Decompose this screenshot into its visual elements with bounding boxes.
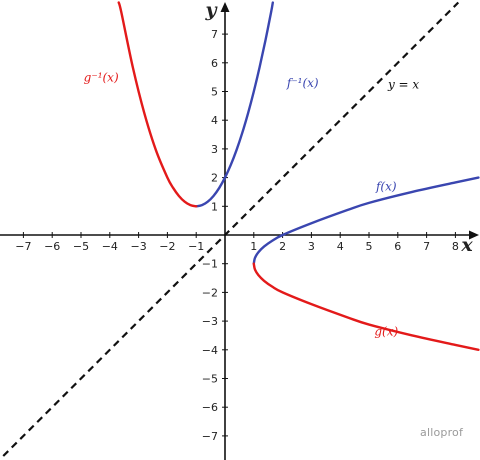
series-g-1-x-line — [117, 1, 198, 208]
x-tick-label: 4 — [337, 240, 344, 253]
x-tick-label: −5 — [73, 240, 89, 253]
x-tick-label: 5 — [366, 240, 373, 253]
series-g-1-x-label: g⁻¹(x) — [84, 70, 119, 84]
y-tick-label: −1 — [202, 258, 218, 271]
x-tick-label: −2 — [159, 240, 175, 253]
y-tick-label: −5 — [202, 373, 218, 386]
series-f-x-label: f(x) — [375, 180, 397, 194]
series-y-x-label: y = x — [387, 78, 419, 92]
y-tick-label: −3 — [202, 315, 218, 328]
series-f-x-line — [252, 176, 480, 265]
x-tick-label: −4 — [102, 240, 118, 253]
x-tick-label: 3 — [308, 240, 315, 253]
x-tick-label: −3 — [130, 240, 146, 253]
series-g-x-line — [252, 262, 480, 351]
x-tick-label: −7 — [15, 240, 31, 253]
y-tick-label: 3 — [211, 143, 218, 156]
series-f-1-x-line — [195, 1, 275, 208]
y-tick-label: −2 — [202, 286, 218, 299]
series-f-1-x-label: f⁻¹(x) — [286, 76, 319, 90]
y-tick-label: −6 — [202, 401, 218, 414]
x-tick-label: 7 — [423, 240, 430, 253]
y-axis-label: y — [204, 0, 218, 21]
x-axis-arrow — [469, 230, 479, 240]
y-tick-label: 7 — [211, 28, 218, 41]
x-tick-label: 8 — [452, 240, 459, 253]
x-tick-label: 6 — [394, 240, 401, 253]
y-tick-label: 5 — [211, 86, 218, 99]
x-axis-label: x — [460, 234, 473, 256]
y-tick-label: 2 — [211, 172, 218, 185]
alloprof-logo: alloprof — [420, 426, 464, 439]
series-y-x-line — [2, 1, 460, 457]
y-tick-label: 1 — [211, 200, 218, 213]
x-tick-label: 1 — [250, 240, 257, 253]
y-tick-label: −4 — [202, 344, 218, 357]
y-axis-arrow — [220, 2, 230, 12]
x-tick-label: −1 — [188, 240, 204, 253]
series-g-x-label: g(x) — [374, 324, 398, 338]
x-tick-label: −6 — [44, 240, 60, 253]
y-tick-label: 6 — [211, 57, 218, 70]
x-tick-label: 2 — [279, 240, 286, 253]
y-tick-label: 4 — [211, 114, 218, 127]
y-tick-label: −7 — [202, 430, 218, 443]
